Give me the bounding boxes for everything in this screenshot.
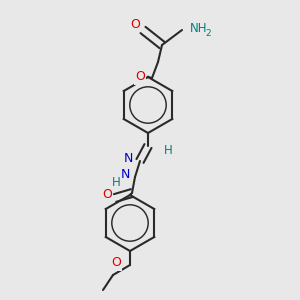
Text: N: N — [123, 152, 133, 166]
Text: H: H — [164, 145, 172, 158]
Text: N: N — [120, 169, 130, 182]
Text: O: O — [111, 256, 121, 269]
Text: 2: 2 — [205, 28, 211, 38]
Text: O: O — [130, 17, 140, 31]
Text: O: O — [135, 70, 145, 83]
Text: O: O — [102, 188, 112, 200]
Text: H: H — [112, 176, 120, 188]
Text: NH: NH — [190, 22, 208, 34]
